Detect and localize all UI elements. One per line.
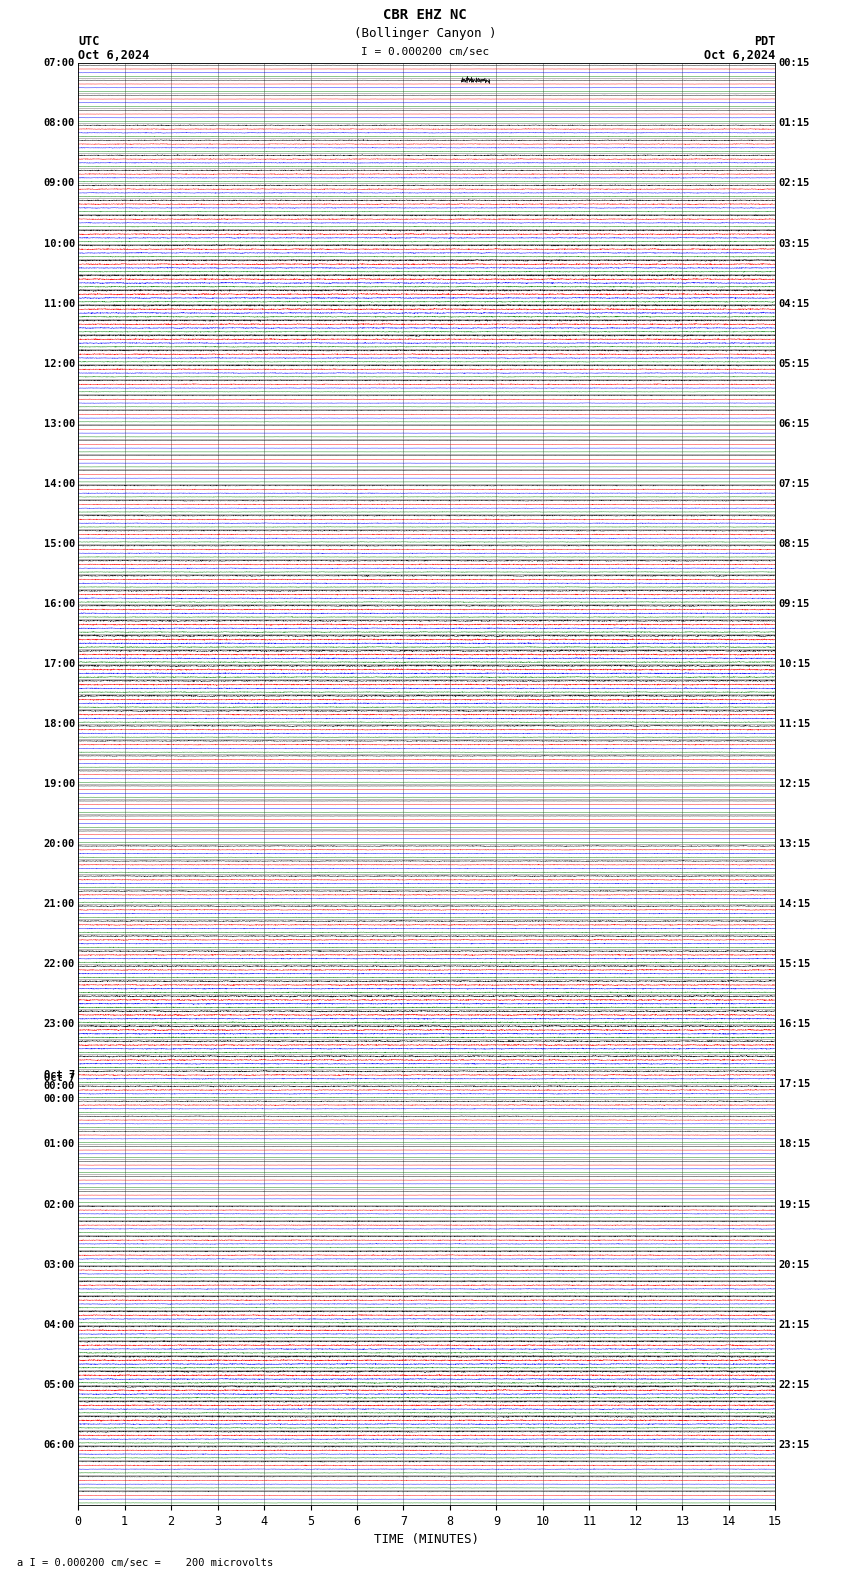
Text: Oct 6,2024: Oct 6,2024 — [78, 49, 150, 62]
Text: 19:00: 19:00 — [43, 779, 75, 789]
Text: 02:15: 02:15 — [779, 179, 810, 188]
Text: 11:00: 11:00 — [43, 299, 75, 309]
Text: 01:00: 01:00 — [43, 1139, 75, 1150]
Text: 05:15: 05:15 — [779, 358, 810, 369]
Text: I = 0.000200 cm/sec: I = 0.000200 cm/sec — [361, 48, 489, 57]
Text: 00:15: 00:15 — [779, 59, 810, 68]
Text: 14:00: 14:00 — [43, 478, 75, 489]
Text: 15:15: 15:15 — [779, 960, 810, 969]
Text: UTC: UTC — [78, 35, 99, 48]
Text: 13:00: 13:00 — [43, 418, 75, 429]
Text: 02:00: 02:00 — [43, 1199, 75, 1210]
Text: 19:15: 19:15 — [779, 1199, 810, 1210]
Text: 03:15: 03:15 — [779, 239, 810, 249]
Text: 22:15: 22:15 — [779, 1380, 810, 1389]
Text: 05:00: 05:00 — [43, 1380, 75, 1389]
Text: 04:00: 04:00 — [43, 1319, 75, 1329]
Text: 18:15: 18:15 — [779, 1139, 810, 1150]
Text: 04:15: 04:15 — [779, 299, 810, 309]
Text: 08:00: 08:00 — [43, 119, 75, 128]
Text: 10:15: 10:15 — [779, 659, 810, 668]
Text: Oct 7: Oct 7 — [43, 1072, 75, 1083]
Text: 01:15: 01:15 — [779, 119, 810, 128]
Text: 11:15: 11:15 — [779, 719, 810, 729]
Text: 15:00: 15:00 — [43, 539, 75, 548]
Text: a I = 0.000200 cm/sec =    200 microvolts: a I = 0.000200 cm/sec = 200 microvolts — [17, 1559, 273, 1568]
Text: 22:00: 22:00 — [43, 960, 75, 969]
Text: 00:00: 00:00 — [43, 1095, 75, 1104]
Text: 16:00: 16:00 — [43, 599, 75, 608]
Text: 18:00: 18:00 — [43, 719, 75, 729]
Text: 12:15: 12:15 — [779, 779, 810, 789]
Text: 23:15: 23:15 — [779, 1440, 810, 1449]
Text: 12:00: 12:00 — [43, 358, 75, 369]
Text: 09:15: 09:15 — [779, 599, 810, 608]
Text: 08:15: 08:15 — [779, 539, 810, 548]
Text: 17:15: 17:15 — [779, 1079, 810, 1090]
Text: 16:15: 16:15 — [779, 1020, 810, 1030]
Text: 07:00: 07:00 — [43, 59, 75, 68]
Text: 21:00: 21:00 — [43, 900, 75, 909]
Text: Oct 6,2024: Oct 6,2024 — [704, 49, 775, 62]
Text: 06:00: 06:00 — [43, 1440, 75, 1449]
X-axis label: TIME (MINUTES): TIME (MINUTES) — [374, 1533, 479, 1546]
Text: Oct 7: Oct 7 — [43, 1069, 75, 1080]
Text: 20:00: 20:00 — [43, 840, 75, 849]
Text: 17:00: 17:00 — [43, 659, 75, 668]
Text: 09:00: 09:00 — [43, 179, 75, 188]
Text: 10:00: 10:00 — [43, 239, 75, 249]
Text: 00:00: 00:00 — [43, 1080, 75, 1091]
Text: 14:15: 14:15 — [779, 900, 810, 909]
Text: 07:15: 07:15 — [779, 478, 810, 489]
Text: 03:00: 03:00 — [43, 1259, 75, 1269]
Text: 23:00: 23:00 — [43, 1020, 75, 1030]
Text: 21:15: 21:15 — [779, 1319, 810, 1329]
Text: 20:15: 20:15 — [779, 1259, 810, 1269]
Text: 06:15: 06:15 — [779, 418, 810, 429]
Text: 13:15: 13:15 — [779, 840, 810, 849]
Text: PDT: PDT — [754, 35, 775, 48]
Text: (Bollinger Canyon ): (Bollinger Canyon ) — [354, 27, 496, 40]
Text: CBR EHZ NC: CBR EHZ NC — [383, 8, 467, 22]
